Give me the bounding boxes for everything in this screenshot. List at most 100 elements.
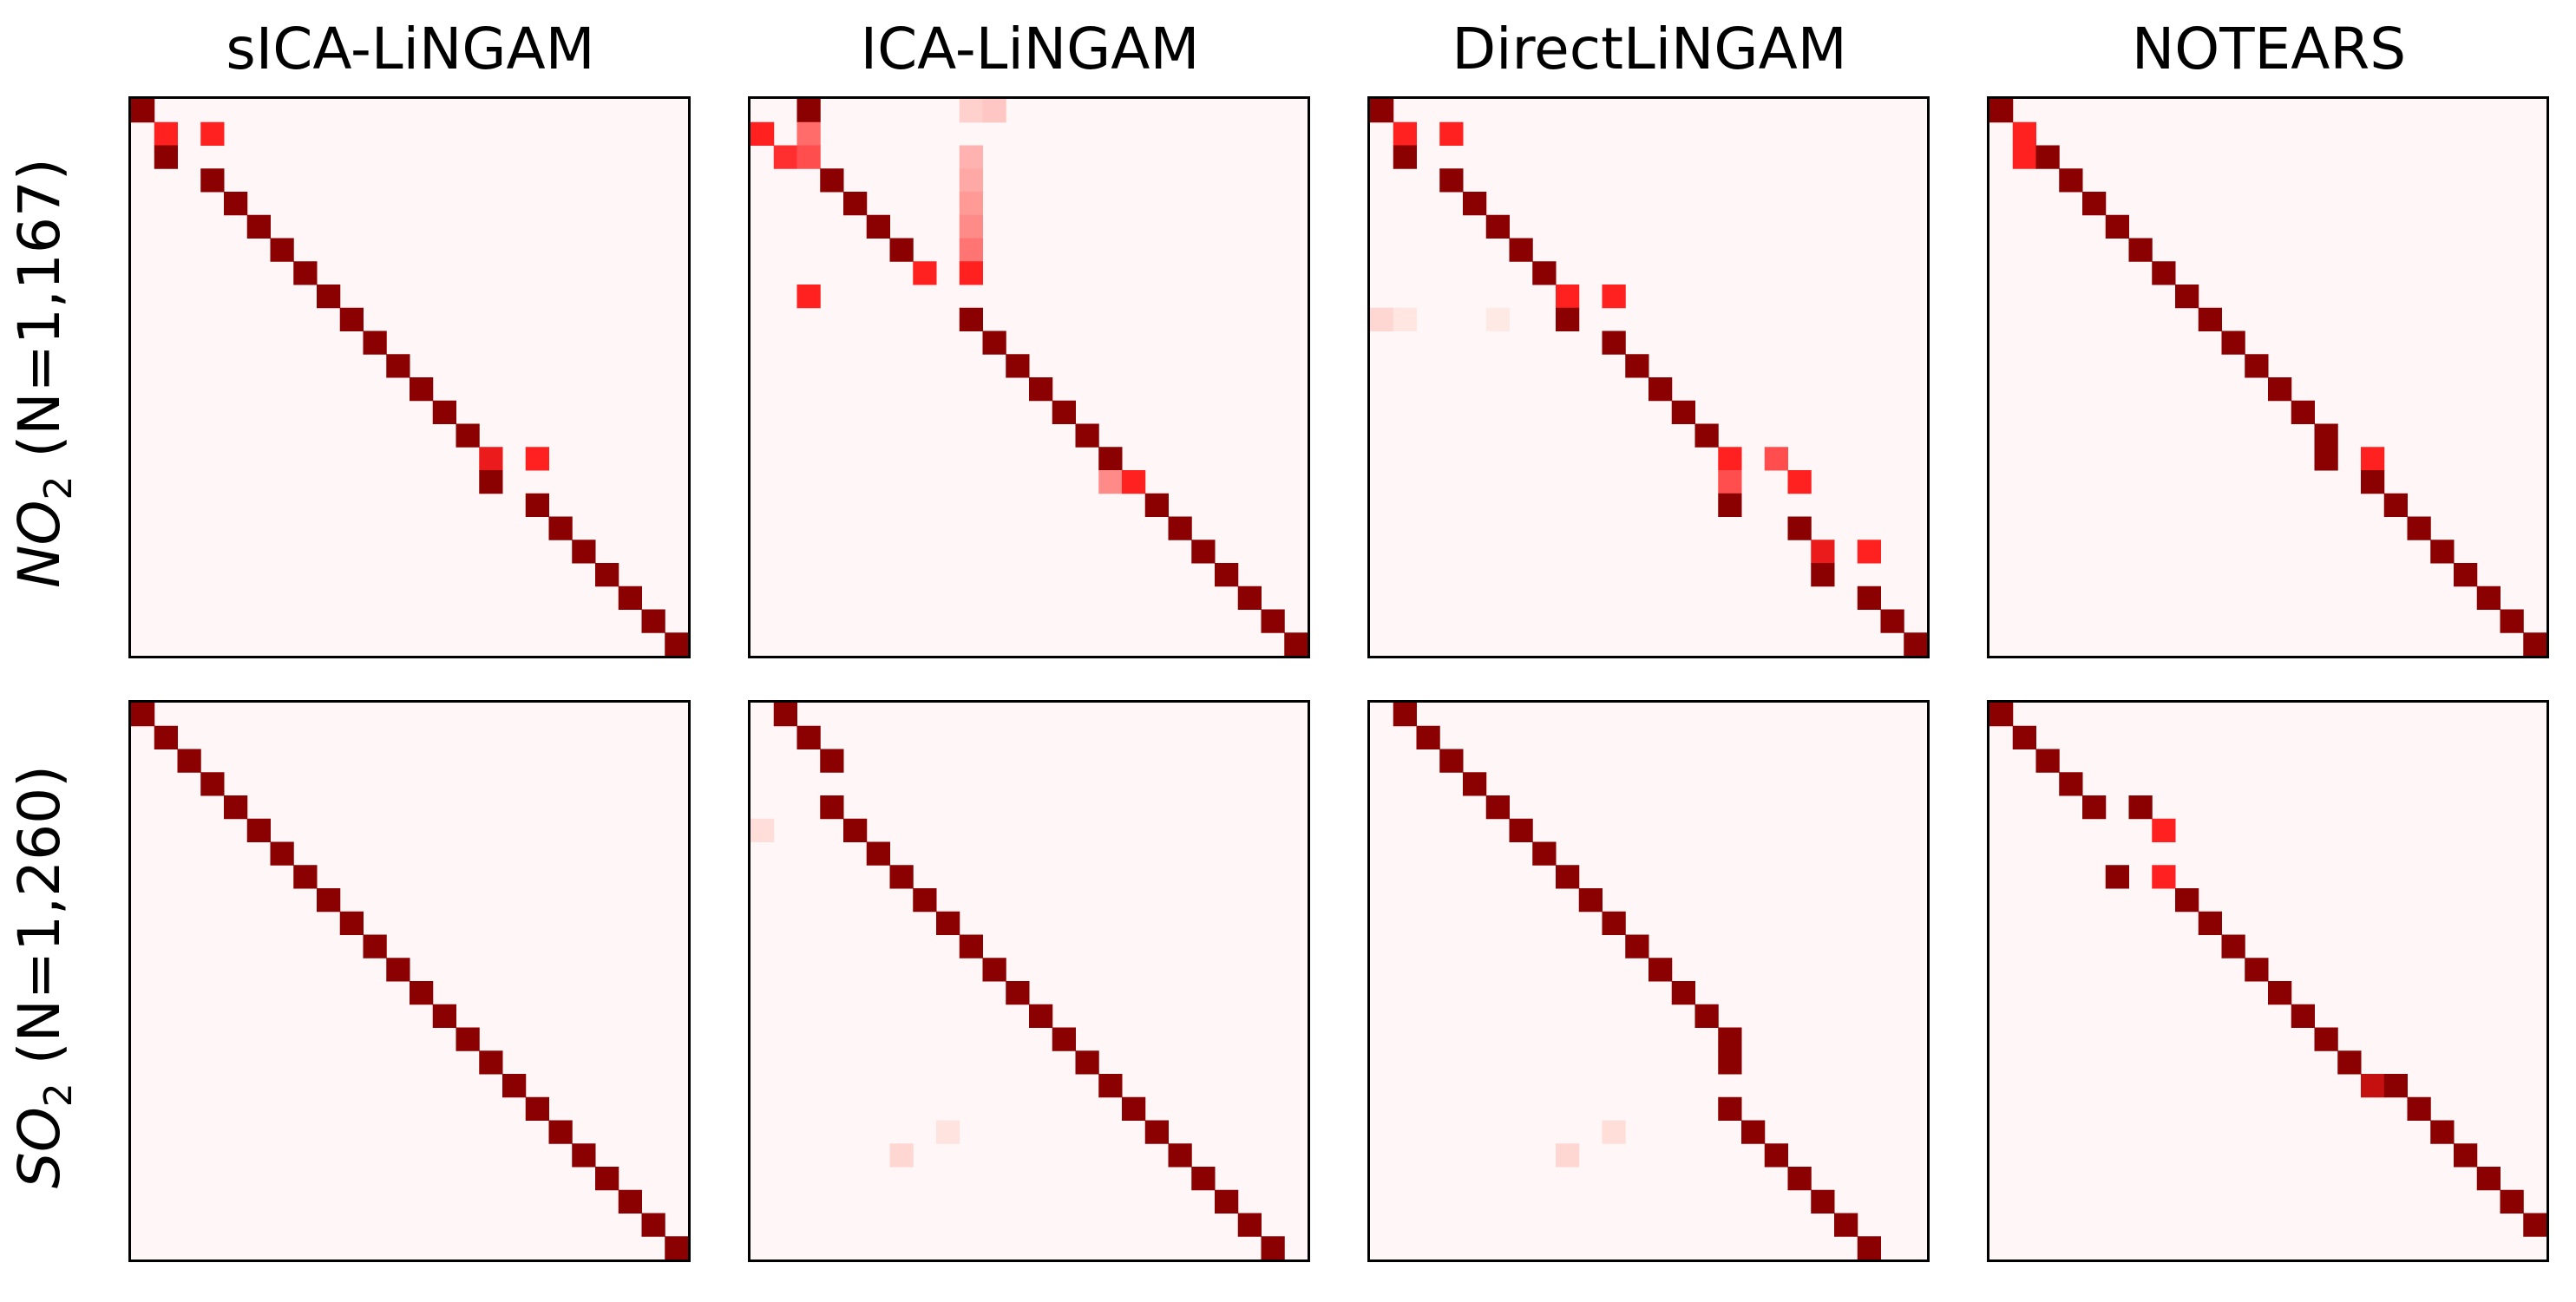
heatmap-svg bbox=[751, 703, 1308, 1259]
heatmap-svg bbox=[1370, 703, 1927, 1259]
heatmap-cell bbox=[1144, 493, 1169, 517]
heatmap-cell bbox=[2128, 238, 2153, 262]
heatmap-cell bbox=[525, 1096, 549, 1121]
heatmap-cell bbox=[959, 934, 983, 959]
heatmap-cell bbox=[200, 121, 225, 146]
heatmap-cell bbox=[1439, 749, 1464, 773]
heatmap-cell bbox=[1284, 632, 1308, 656]
heatmap-cell bbox=[1191, 1167, 1216, 1191]
heatmap-cell bbox=[820, 168, 844, 193]
heatmap-cell bbox=[1602, 1120, 1626, 1144]
heatmap-cell bbox=[1509, 818, 1533, 842]
heatmap-cell bbox=[432, 400, 456, 424]
heatmap-cell bbox=[1649, 958, 1673, 982]
heatmap-cell bbox=[1393, 121, 1417, 146]
heatmap-cell bbox=[1485, 214, 1510, 239]
heatmap-cell bbox=[1857, 586, 1881, 610]
heatmap-cell bbox=[773, 145, 797, 169]
heatmap-cell bbox=[2059, 168, 2083, 193]
heatmap-cell bbox=[1463, 772, 1487, 796]
heatmap-cell bbox=[1718, 447, 1742, 471]
panel-so2-directlingam bbox=[1367, 700, 1930, 1262]
heatmap-cell bbox=[2175, 888, 2199, 913]
heatmap-cell bbox=[2221, 330, 2245, 355]
heatmap-cell bbox=[131, 99, 155, 123]
heatmap-cell bbox=[1989, 703, 2014, 727]
heatmap-cell bbox=[1191, 540, 1216, 564]
heatmap-cell bbox=[1649, 377, 1673, 402]
heatmap-cell bbox=[131, 703, 155, 727]
heatmap-cell bbox=[751, 121, 775, 146]
heatmap-cell bbox=[843, 818, 868, 842]
heatmap-cell bbox=[1237, 1213, 1262, 1237]
panel-no2-ica-lingam bbox=[748, 96, 1310, 658]
heatmap-cell bbox=[889, 1143, 914, 1168]
heatmap-cell bbox=[363, 330, 387, 355]
heatmap-cell bbox=[1463, 192, 1487, 216]
heatmap-cell bbox=[2198, 911, 2222, 935]
heatmap-cell bbox=[2152, 818, 2176, 842]
heatmap-cell bbox=[2361, 470, 2385, 494]
heatmap-cell bbox=[1144, 1120, 1169, 1144]
heatmap-cell bbox=[2082, 192, 2107, 216]
heatmap-cell bbox=[1578, 888, 1603, 913]
heatmap-cell bbox=[2105, 865, 2129, 889]
heatmap-cell bbox=[1485, 795, 1510, 820]
heatmap-cell bbox=[1006, 981, 1030, 1005]
heatmap-cell bbox=[2361, 447, 2385, 471]
heatmap-cell bbox=[502, 1074, 527, 1098]
heatmap-cell bbox=[1787, 516, 1812, 540]
heatmap-cell bbox=[2268, 981, 2292, 1005]
panel-no2-notears bbox=[1987, 96, 2549, 658]
heatmap-cell bbox=[1098, 447, 1123, 471]
heatmap-cell bbox=[1393, 703, 1417, 727]
heatmap-cell bbox=[386, 958, 410, 982]
heatmap-cell bbox=[1741, 1120, 1766, 1144]
heatmap-svg bbox=[1370, 99, 1927, 656]
heatmap-cell bbox=[1098, 1074, 1123, 1098]
heatmap-cell bbox=[1718, 470, 1742, 494]
panel-so2-sica-lingam bbox=[128, 700, 691, 1262]
heatmap-cell bbox=[2454, 563, 2478, 587]
column-title-notears: NOTEARS bbox=[2131, 16, 2407, 82]
heatmap-cell bbox=[936, 1120, 960, 1144]
heatmap-svg bbox=[1989, 99, 2547, 656]
row-label-no2-rest: (N=1,167) bbox=[5, 158, 73, 476]
heatmap-cell bbox=[2059, 772, 2083, 796]
row-label-so2-sub: 2 bbox=[36, 1083, 82, 1108]
heatmap-cell bbox=[154, 121, 178, 146]
heatmap-cell bbox=[2268, 377, 2292, 402]
heatmap-cell bbox=[2500, 1189, 2524, 1214]
heatmap-cell bbox=[796, 725, 821, 749]
heatmap-cell bbox=[1857, 540, 1881, 564]
heatmap-cell bbox=[1834, 1213, 1858, 1237]
heatmap-cell bbox=[1811, 563, 1835, 587]
heatmap-cell bbox=[1904, 632, 1927, 656]
heatmap-cell bbox=[410, 981, 434, 1005]
heatmap-cell bbox=[2476, 586, 2501, 610]
heatmap-cell bbox=[2152, 865, 2176, 889]
heatmap-cell bbox=[665, 1236, 688, 1259]
heatmap-cell bbox=[317, 888, 341, 913]
heatmap-cell bbox=[889, 865, 914, 889]
heatmap-cell bbox=[1075, 423, 1099, 448]
heatmap-cell bbox=[525, 447, 549, 471]
heatmap-cell bbox=[595, 1167, 619, 1191]
heatmap-cell bbox=[177, 749, 201, 773]
heatmap-cell bbox=[2082, 795, 2107, 820]
heatmap-cell bbox=[1787, 470, 1812, 494]
heatmap-cell bbox=[1694, 1004, 1719, 1028]
heatmap-cell bbox=[548, 1120, 573, 1144]
heatmap-cell bbox=[1215, 1189, 1239, 1214]
heatmap-cell bbox=[2035, 749, 2060, 773]
heatmap-cell bbox=[1168, 516, 1192, 540]
heatmap-cell bbox=[363, 934, 387, 959]
heatmap-cell bbox=[1006, 354, 1030, 378]
heatmap-cell bbox=[339, 307, 364, 331]
heatmap-cell bbox=[2407, 1096, 2431, 1121]
heatmap-cell bbox=[618, 1189, 642, 1214]
heatmap-cell bbox=[1052, 1027, 1076, 1051]
heatmap-cell bbox=[913, 888, 937, 913]
heatmap-cell bbox=[1556, 865, 1580, 889]
